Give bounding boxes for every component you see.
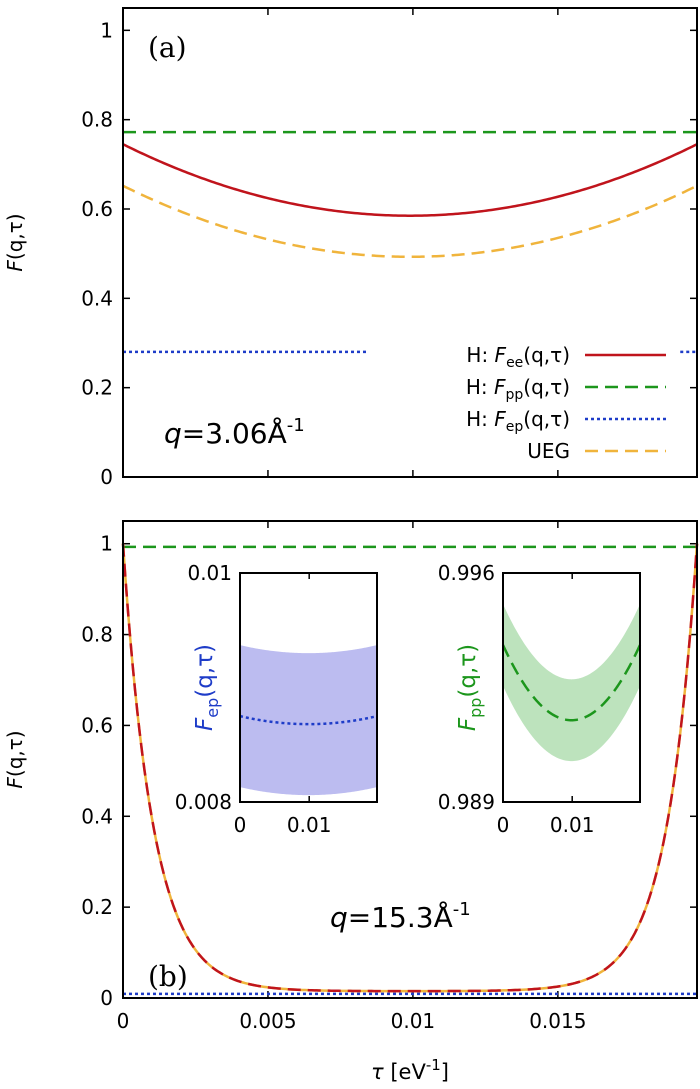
inset-line bbox=[239, 714, 378, 726]
inset-y-tick-label: 0.989 bbox=[438, 790, 495, 814]
inset-y-tick-label: 0.008 bbox=[175, 790, 232, 814]
legend-label-ee: H: Fee(q,τ) bbox=[466, 343, 570, 371]
series-line-ee bbox=[121, 543, 699, 993]
inset-frame bbox=[239, 572, 378, 803]
x-tick-label: 0 bbox=[117, 1009, 130, 1033]
inset-x-tick-label: 0 bbox=[497, 813, 510, 837]
y-tick-label: 1 bbox=[100, 18, 113, 42]
legend-label-ep: H: Fep(q,τ) bbox=[466, 407, 570, 435]
panel-a: 0 0.2 0.4 0.6 0.8 1 F(q,τ) H: Fee(q,τ) H: Fpp(q,… bbox=[3, 7, 698, 489]
inset-error-band bbox=[240, 645, 377, 796]
legend-label-ueg: UEG bbox=[527, 439, 570, 463]
y-tick-label: 0 bbox=[100, 465, 113, 489]
plot-frame bbox=[122, 7, 698, 478]
y-tick-label: 0.4 bbox=[81, 804, 113, 828]
inset-y-tick-label: 0.01 bbox=[187, 561, 232, 585]
q-annotation: q=15.3Å-1 bbox=[330, 899, 471, 934]
inset-y-label: Fpp(q,τ) bbox=[455, 644, 485, 731]
inset-frame bbox=[502, 572, 641, 803]
y-tick-label: 0.2 bbox=[81, 895, 113, 919]
x-axis-label: τ [eV-1] bbox=[371, 1056, 449, 1084]
y-tick-label: 0.6 bbox=[81, 197, 113, 221]
inset-x-tick-label: 0.01 bbox=[550, 813, 595, 837]
series-line-ee bbox=[122, 143, 698, 217]
inset-x-tick-label: 0 bbox=[234, 813, 247, 837]
legend: H: Fee(q,τ) H: Fpp(q,τ) H: Fep(q,τ) UEG bbox=[466, 343, 666, 463]
inset-line bbox=[501, 644, 642, 722]
inset-ep: 0 0.01 0.01 0.008 Fep(q,τ) bbox=[175, 561, 378, 837]
inset-y-label: Fep(q,τ) bbox=[192, 644, 222, 731]
inset-x-tick-label: 0.01 bbox=[287, 813, 332, 837]
panel-b: 0 0.2 0.4 0.6 0.8 1 0 0.005 0.01 0.015 F(q,τ) τ [eV… bbox=[3, 520, 699, 1084]
panel-label: (a) bbox=[148, 31, 187, 64]
panel-label: (b) bbox=[148, 960, 188, 993]
y-tick-label: 0 bbox=[100, 986, 113, 1010]
y-axis-label: F(q,τ) bbox=[3, 730, 27, 788]
y-tick-label: 0.4 bbox=[81, 286, 113, 310]
series-line-ueg bbox=[122, 184, 698, 259]
plot-frame bbox=[122, 520, 698, 999]
x-tick-label: 0.01 bbox=[391, 1009, 436, 1033]
legend-label-pp: H: Fpp(q,τ) bbox=[466, 375, 570, 403]
y-tick-label: 1 bbox=[100, 532, 113, 556]
y-axis-label: F(q,τ) bbox=[3, 213, 27, 271]
y-tick-label: 0.6 bbox=[81, 713, 113, 737]
inset-pp: 0 0.01 0.996 0.989 Fpp(q,τ) bbox=[438, 561, 642, 837]
x-tick-label: 0.005 bbox=[239, 1009, 296, 1033]
y-tick-label: 0.8 bbox=[81, 108, 113, 132]
inset-error-band bbox=[503, 604, 640, 762]
x-tick-label: 0.015 bbox=[529, 1009, 586, 1033]
inset-y-tick-label: 0.996 bbox=[438, 561, 495, 585]
q-annotation: q=3.06Å-1 bbox=[164, 415, 305, 450]
y-tick-label: 0.8 bbox=[81, 623, 113, 647]
y-tick-label: 0.2 bbox=[81, 376, 113, 400]
